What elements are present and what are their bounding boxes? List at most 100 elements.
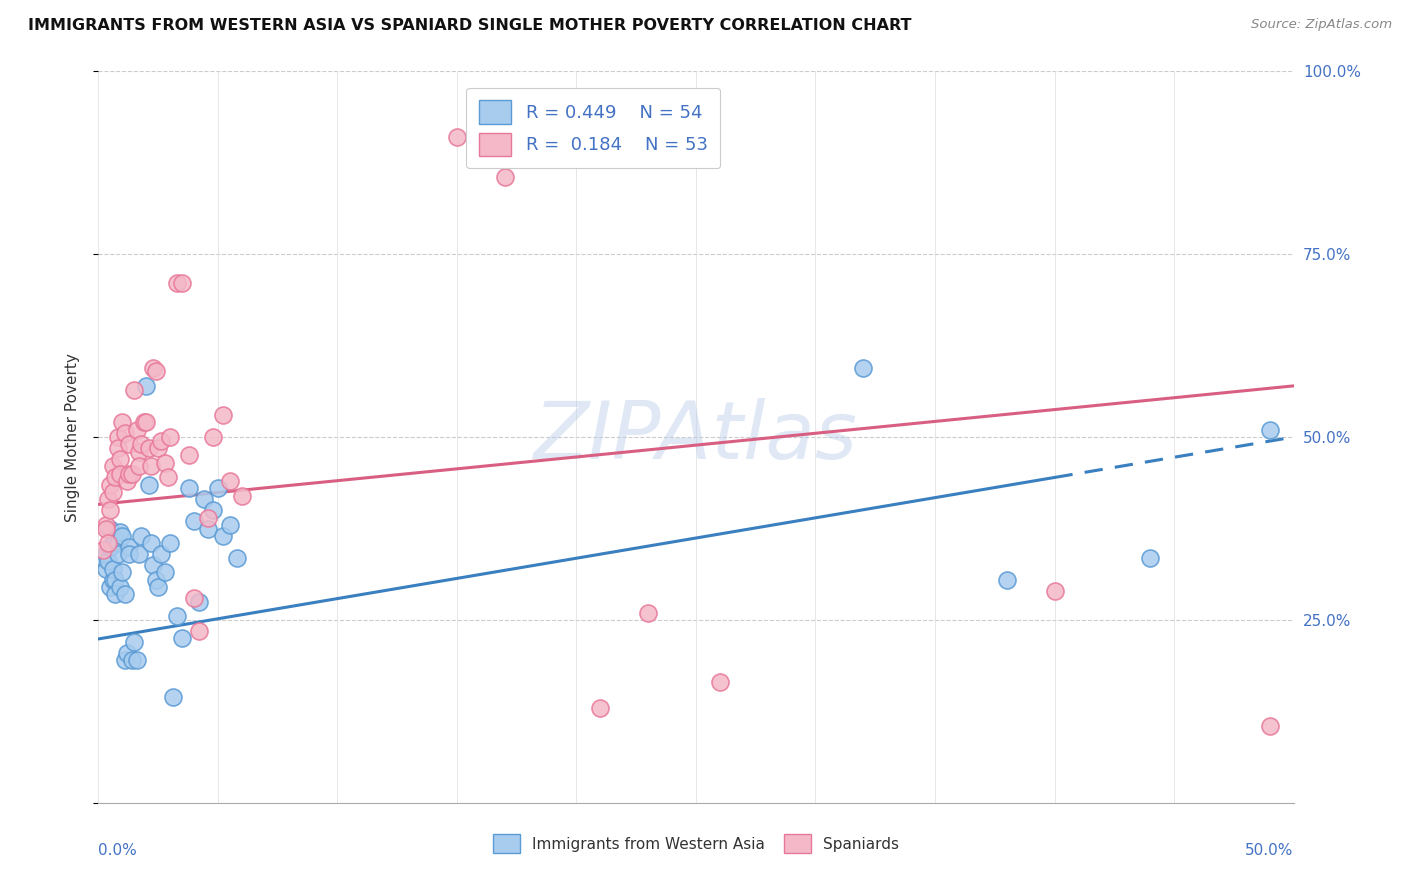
Point — [138, 441, 160, 455]
Point — [101, 459, 124, 474]
Point — [114, 653, 136, 667]
Point — [155, 566, 177, 580]
Point — [104, 533, 127, 547]
Point — [148, 441, 170, 455]
Point — [107, 430, 129, 444]
Point — [115, 474, 138, 488]
Point — [108, 452, 131, 467]
Text: IMMIGRANTS FROM WESTERN ASIA VS SPANIARD SINGLE MOTHER POVERTY CORRELATION CHART: IMMIGRANTS FROM WESTERN ASIA VS SPANIARD… — [28, 18, 911, 33]
Point — [142, 558, 165, 573]
Point — [183, 591, 205, 605]
Point — [101, 485, 124, 500]
Point — [118, 540, 141, 554]
Point — [124, 635, 146, 649]
Point — [108, 467, 131, 481]
Point — [98, 503, 122, 517]
Point — [135, 379, 157, 393]
Point — [159, 536, 181, 550]
Point — [172, 632, 194, 646]
Text: Source: ZipAtlas.com: Source: ZipAtlas.com — [1251, 18, 1392, 31]
Point — [94, 547, 117, 561]
Point — [107, 441, 129, 455]
Point — [118, 437, 141, 451]
Point — [231, 489, 253, 503]
Point — [91, 550, 114, 565]
Point — [104, 573, 127, 587]
Point — [94, 517, 117, 532]
Point — [131, 437, 153, 451]
Point — [637, 606, 659, 620]
Point — [104, 587, 127, 601]
Point — [172, 277, 194, 291]
Point — [128, 459, 150, 474]
Y-axis label: Single Mother Poverty: Single Mother Poverty — [65, 352, 80, 522]
Point — [1043, 583, 1066, 598]
Point — [139, 536, 162, 550]
Point — [132, 416, 155, 430]
Point — [183, 514, 205, 528]
Point — [114, 587, 136, 601]
Point — [145, 364, 167, 378]
Point — [494, 170, 516, 185]
Point — [135, 416, 157, 430]
Point — [193, 492, 215, 507]
Point — [131, 529, 153, 543]
Point — [156, 470, 179, 484]
Point — [94, 521, 117, 535]
Point — [148, 580, 170, 594]
Point — [118, 547, 141, 561]
Point — [111, 566, 134, 580]
Point — [101, 573, 124, 587]
Point — [111, 416, 134, 430]
Point — [852, 360, 875, 375]
Point — [98, 477, 122, 491]
Point — [114, 426, 136, 441]
Point — [104, 470, 127, 484]
Point — [446, 130, 468, 145]
Point — [219, 517, 242, 532]
Text: 50.0%: 50.0% — [1246, 843, 1294, 858]
Point — [589, 700, 612, 714]
Point — [128, 547, 150, 561]
Point — [118, 467, 141, 481]
Point — [219, 474, 242, 488]
Point — [197, 510, 219, 524]
Point — [107, 547, 129, 561]
Point — [179, 448, 201, 462]
Point — [202, 503, 225, 517]
Point — [1258, 423, 1281, 437]
Point — [211, 408, 233, 422]
Point — [202, 430, 225, 444]
Point — [97, 536, 120, 550]
Point — [1139, 550, 1161, 565]
Point — [98, 580, 122, 594]
Text: 0.0%: 0.0% — [98, 843, 138, 858]
Point — [111, 529, 134, 543]
Point — [179, 481, 201, 495]
Point — [207, 481, 229, 495]
Point — [1258, 719, 1281, 733]
Point — [187, 624, 209, 638]
Point — [149, 434, 172, 448]
Point — [124, 383, 146, 397]
Point — [108, 580, 131, 594]
Point — [121, 467, 143, 481]
Point — [155, 456, 177, 470]
Point — [709, 675, 731, 690]
Point — [197, 521, 219, 535]
Text: ZIPAtlas: ZIPAtlas — [534, 398, 858, 476]
Point — [115, 646, 138, 660]
Point — [211, 529, 233, 543]
Point — [101, 562, 124, 576]
Point — [166, 609, 188, 624]
Point — [125, 423, 148, 437]
Point — [142, 360, 165, 375]
Point — [121, 653, 143, 667]
Point — [107, 536, 129, 550]
Point — [91, 543, 114, 558]
Point — [187, 594, 209, 608]
Point — [145, 573, 167, 587]
Point — [995, 573, 1018, 587]
Point — [162, 690, 184, 704]
Point — [149, 547, 172, 561]
